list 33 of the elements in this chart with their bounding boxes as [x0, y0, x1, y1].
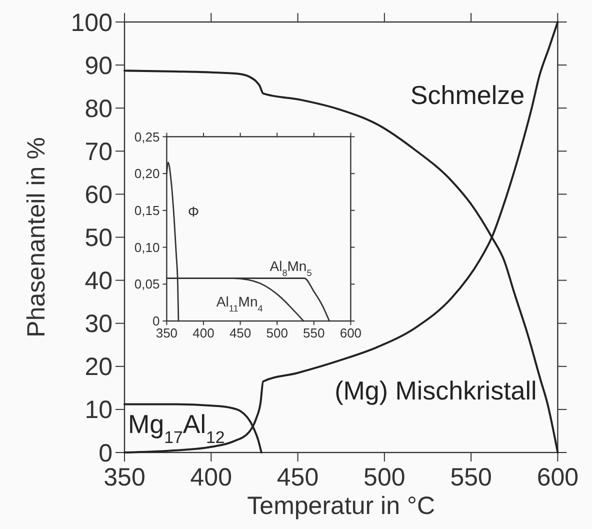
- x-tick-label: 500: [364, 463, 406, 492]
- y-tick-label: 60: [84, 180, 112, 209]
- x-tick-label: 400: [192, 325, 214, 340]
- x-tick-label: 550: [303, 325, 325, 340]
- y-tick-label: 0,15: [134, 202, 160, 218]
- series-label: Al$_{11}$Mn$_{4}$: [216, 293, 263, 314]
- y-tick-label: 100: [70, 8, 112, 37]
- y-axis-title: Phasenanteil in %: [22, 137, 50, 338]
- y-tick-label: 40: [84, 267, 112, 296]
- y-tick-label: 0,10: [134, 240, 160, 255]
- y-tick-label: 20: [84, 353, 112, 382]
- series-label: Schmelze: [410, 80, 525, 110]
- y-tick-label: 90: [84, 52, 112, 80]
- series-label: (Mg) Mischkristall: [334, 376, 537, 406]
- y-tick-label: 0,25: [134, 129, 160, 144]
- y-tick-label: 80: [84, 94, 112, 123]
- y-tick-label: 0,20: [134, 166, 160, 182]
- x-axis-title: Temperatur in °C: [247, 492, 436, 520]
- y-tick-label: 0,05: [134, 276, 160, 292]
- y-tick-label: 70: [84, 138, 112, 166]
- x-tick-label: 450: [229, 325, 252, 340]
- x-tick-label: 500: [266, 325, 288, 340]
- x-tick-label: 450: [276, 463, 319, 492]
- series-label: Al$_{8}$Mn$_{5}$: [270, 258, 312, 278]
- series-label: Mg$_{17}$Al$_{12}$: [128, 409, 225, 447]
- x-tick-label: 550: [450, 463, 492, 492]
- x-tick-label: 600: [340, 325, 362, 340]
- y-tick-label: 50: [84, 224, 112, 252]
- x-tick-label: 400: [190, 463, 232, 492]
- x-tick-label: 600: [536, 463, 579, 492]
- y-tick-label: 30: [84, 310, 112, 338]
- series-label: Φ: [188, 204, 200, 220]
- y-tick-label: 10: [84, 396, 112, 424]
